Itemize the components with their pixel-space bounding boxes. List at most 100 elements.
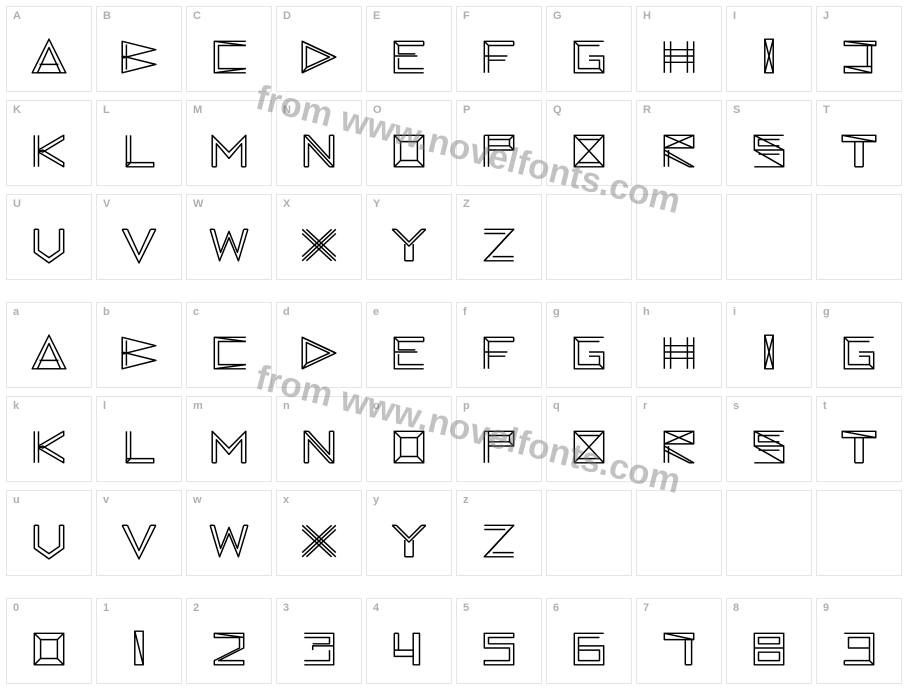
glyph-cell: S [726, 100, 812, 186]
cell-label: I [733, 10, 736, 22]
cell-label: 8 [733, 602, 739, 614]
cell-label: 1 [103, 602, 109, 614]
cell-label: N [283, 104, 291, 116]
glyph-cell: o [366, 396, 452, 482]
glyph-3 [277, 599, 361, 683]
glyph-cell: e [366, 302, 452, 388]
glyph-1 [97, 599, 181, 683]
glyph-Y [367, 491, 451, 575]
glyph-cell [726, 490, 812, 576]
cell-label: Z [463, 198, 470, 210]
glyph-7 [637, 599, 721, 683]
glyph-S [727, 397, 811, 481]
glyph-cell: C [186, 6, 272, 92]
glyph-2 [187, 599, 271, 683]
glyph-cell: T [816, 100, 902, 186]
cell-label: Q [553, 104, 562, 116]
cell-label: h [643, 306, 650, 318]
cell-label: T [823, 104, 830, 116]
cell-label: w [193, 494, 202, 506]
cell-label: s [733, 400, 739, 412]
glyph-cell: t [816, 396, 902, 482]
glyph-cell: K [6, 100, 92, 186]
cell-label: g [823, 306, 830, 318]
glyph-cell [546, 490, 632, 576]
cell-label: Y [373, 198, 380, 210]
glyph-I [727, 7, 811, 91]
cell-label: 9 [823, 602, 829, 614]
glyph-cell: 7 [636, 598, 722, 684]
glyph-cell: i [726, 302, 812, 388]
cell-label: X [283, 198, 290, 210]
glyph-cell: 1 [96, 598, 182, 684]
glyph-K [7, 397, 91, 481]
glyph-cell: 3 [276, 598, 362, 684]
cell-label: 7 [643, 602, 649, 614]
glyph-cell: O [366, 100, 452, 186]
glyph-cell: 8 [726, 598, 812, 684]
cell-label: c [193, 306, 199, 318]
glyph-cell: Q [546, 100, 632, 186]
cell-label: 2 [193, 602, 199, 614]
glyph-cell: u [6, 490, 92, 576]
glyph-cell: R [636, 100, 722, 186]
cell-label: o [373, 400, 380, 412]
glyph-cell: a [6, 302, 92, 388]
glyph-E [367, 303, 451, 387]
glyph-cell: c [186, 302, 272, 388]
cell-label: p [463, 400, 470, 412]
glyph-cell: k [6, 396, 92, 482]
cell-label: 0 [13, 602, 19, 614]
cell-label: d [283, 306, 290, 318]
cell-label: P [463, 104, 470, 116]
cell-label: D [283, 10, 291, 22]
glyph-cell: h [636, 302, 722, 388]
cell-label: 3 [283, 602, 289, 614]
glyph-cell [546, 194, 632, 280]
cell-label: v [103, 494, 109, 506]
glyph-J [817, 7, 901, 91]
glyph-cell: X [276, 194, 362, 280]
glyph-cell: 5 [456, 598, 542, 684]
cell-label: f [463, 306, 467, 318]
glyph-cell: W [186, 194, 272, 280]
glyph-cell: A [6, 6, 92, 92]
cell-label: F [463, 10, 470, 22]
glyph-4 [367, 599, 451, 683]
glyph-cell: f [456, 302, 542, 388]
cell-label: C [193, 10, 201, 22]
cell-label: n [283, 400, 290, 412]
glyph-cell: r [636, 396, 722, 482]
cell-label: M [193, 104, 202, 116]
glyph-cell: U [6, 194, 92, 280]
cell-label: J [823, 10, 829, 22]
glyph-9 [817, 599, 901, 683]
glyph-6 [547, 599, 631, 683]
glyph-cell: 6 [546, 598, 632, 684]
cell-label: x [283, 494, 289, 506]
glyph-cell: d [276, 302, 362, 388]
glyph-cell: g [816, 302, 902, 388]
cell-label: B [103, 10, 111, 22]
glyph-cell: J [816, 6, 902, 92]
glyph-cell: y [366, 490, 452, 576]
glyph-C [187, 303, 271, 387]
cell-label: R [643, 104, 651, 116]
glyph-cell: w [186, 490, 272, 576]
glyph-cell: G [546, 6, 632, 92]
glyph-cell: p [456, 396, 542, 482]
glyph-Z [457, 491, 541, 575]
glyph-R [637, 397, 721, 481]
glyph-grid: ABCDEFGHIJKLMNOPQRSTUVWXYZabcdefghigklmn… [2, 2, 909, 688]
glyph-cell: x [276, 490, 362, 576]
glyph-cell: n [276, 396, 362, 482]
glyph-A [7, 303, 91, 387]
cell-label: A [13, 10, 21, 22]
glyph-cell: M [186, 100, 272, 186]
glyph-cell: z [456, 490, 542, 576]
cell-label: y [373, 494, 379, 506]
glyph-cell: 9 [816, 598, 902, 684]
cell-label: H [643, 10, 651, 22]
glyph-T [817, 397, 901, 481]
glyph-cell: m [186, 396, 272, 482]
